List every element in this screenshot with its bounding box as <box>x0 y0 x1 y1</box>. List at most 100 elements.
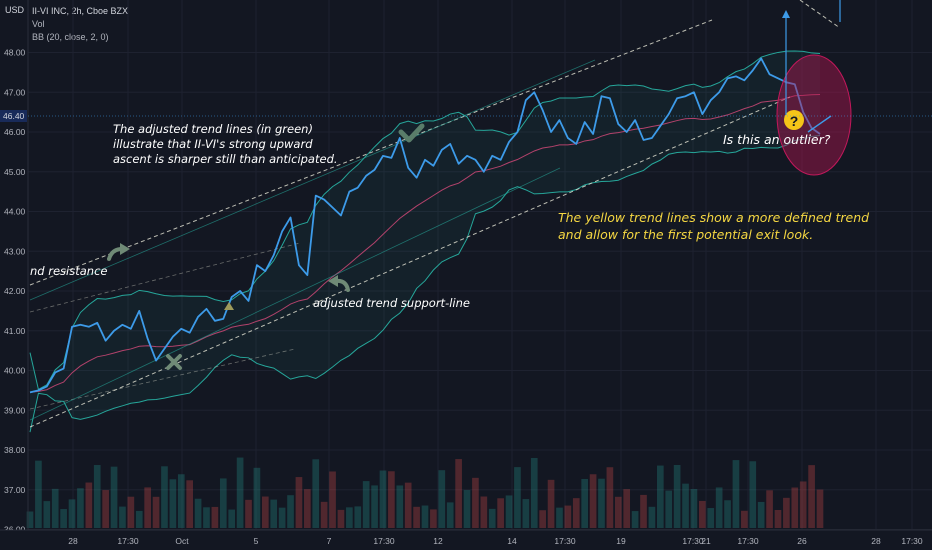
volume-bar <box>68 499 76 528</box>
support-label: adjusted trend support-line <box>313 296 470 310</box>
outlier-highlight[interactable] <box>776 54 852 176</box>
volume-bar <box>707 508 715 528</box>
outlier-arrow <box>807 115 832 133</box>
time-tick-label: 17:30 <box>373 536 395 546</box>
volume-bar <box>135 510 143 528</box>
volume-bar <box>783 497 790 528</box>
yellow-trend-lower <box>29 96 791 428</box>
volume-bar <box>211 506 219 528</box>
volume-bar <box>724 500 731 528</box>
volume-bar <box>682 483 689 528</box>
time-tick-label: 17:30 <box>901 536 923 546</box>
time-tick-label: 19 <box>616 536 626 546</box>
volume-bar <box>194 498 202 528</box>
time-axis-bar[interactable] <box>0 530 932 550</box>
volume-bar <box>85 482 93 528</box>
vol-indicator-label[interactable]: Vol <box>32 19 45 29</box>
bb-fill <box>30 51 820 433</box>
volume-bar <box>648 506 656 528</box>
time-tick-label: 5 <box>254 536 259 546</box>
volume-bar <box>673 464 681 528</box>
price-tick-label: 45.00 <box>4 167 26 177</box>
volume-bar <box>656 465 664 528</box>
yellow-note-line-1: The yellow trend lines show a more defin… <box>558 210 869 225</box>
volume-bar <box>665 490 673 528</box>
volume-bar <box>35 460 42 528</box>
volume-bar <box>808 465 815 528</box>
volume-bar <box>161 466 168 528</box>
price-axis[interactable]: 48.00 47.00 46.00 45.00 44.00 43.00 42.00 41.00… <box>4 0 29 535</box>
volume-bar <box>43 501 51 528</box>
volume-bar <box>396 485 404 528</box>
volume-bar <box>488 508 496 528</box>
volume-bar <box>623 489 631 528</box>
price-tick-label: 46.00 <box>4 127 26 137</box>
volume-bar <box>304 489 311 528</box>
green-note-line-1: The adjusted trend lines (in green) <box>113 122 313 136</box>
volume-bar <box>60 509 67 528</box>
bb-upper <box>29 50 821 391</box>
volume-bar <box>261 496 269 528</box>
time-tick-label: 12 <box>433 536 443 546</box>
price-tick-label: 38.00 <box>4 445 26 455</box>
time-tick-label: 28 <box>68 536 78 546</box>
price-line <box>29 57 821 394</box>
volume-bar <box>598 478 605 528</box>
volume-bar <box>699 500 706 528</box>
volume-bar <box>404 482 412 528</box>
volume-bar <box>421 505 429 528</box>
time-tick-label: 17:30 <box>682 536 704 546</box>
symbol-title[interactable]: II-VI INC, 2h, Cboe BZX <box>32 6 128 16</box>
time-tick-label: 17:30 <box>554 536 576 546</box>
volume-bar <box>93 465 101 528</box>
volume-bar <box>581 478 589 528</box>
volume-bar <box>505 495 513 528</box>
volume-bar <box>177 474 185 528</box>
x-mark-icon <box>166 354 182 370</box>
volume-bar <box>102 490 109 528</box>
green-trend-lower <box>29 167 561 421</box>
volume-bar <box>354 506 362 528</box>
volume-bar <box>455 459 462 528</box>
last-price-tag: 46.40 <box>0 110 27 122</box>
volume-bar <box>438 470 446 528</box>
volume-bar <box>371 485 378 528</box>
volume-bar <box>379 470 387 528</box>
volume-bar <box>270 499 278 528</box>
currency-label: USD <box>5 5 25 15</box>
volume-bar <box>413 506 420 528</box>
yellow-trend-upper <box>29 19 713 286</box>
volume-bar <box>816 489 824 528</box>
volume-bar <box>219 478 227 528</box>
volume-bar <box>606 467 614 528</box>
volume-bar <box>362 481 370 528</box>
volume-bar <box>539 510 546 528</box>
checkmark-icon <box>398 123 425 143</box>
volume-bar <box>312 459 320 528</box>
volume-bar <box>564 505 572 528</box>
price-tick-label: 48.00 <box>4 48 26 58</box>
volume-bar <box>388 471 395 528</box>
green-note-line-2: illustrate that II-VI's strong upward <box>113 137 313 151</box>
volume-bar <box>152 496 160 528</box>
question-icon <box>784 110 804 130</box>
volume-bar <box>631 511 639 528</box>
volume-bar <box>614 496 622 528</box>
price-tick-label: 43.00 <box>4 246 26 256</box>
volume-bar <box>715 487 723 528</box>
volume-bar <box>766 490 773 528</box>
price-tick-label: 37.00 <box>4 485 26 495</box>
volume-bar <box>791 487 799 528</box>
volume-bar <box>522 499 530 528</box>
volume-bar <box>480 496 488 528</box>
volume-bars <box>26 457 824 528</box>
time-tick-label: 14 <box>507 536 517 546</box>
bb-indicator-label[interactable]: BB (20, close, 2, 0) <box>32 32 109 42</box>
volume-bar <box>127 496 135 528</box>
volume-bar <box>169 479 177 528</box>
volume-bar <box>245 499 252 528</box>
volume-bar <box>556 507 563 528</box>
green-trend-upper <box>29 59 596 301</box>
